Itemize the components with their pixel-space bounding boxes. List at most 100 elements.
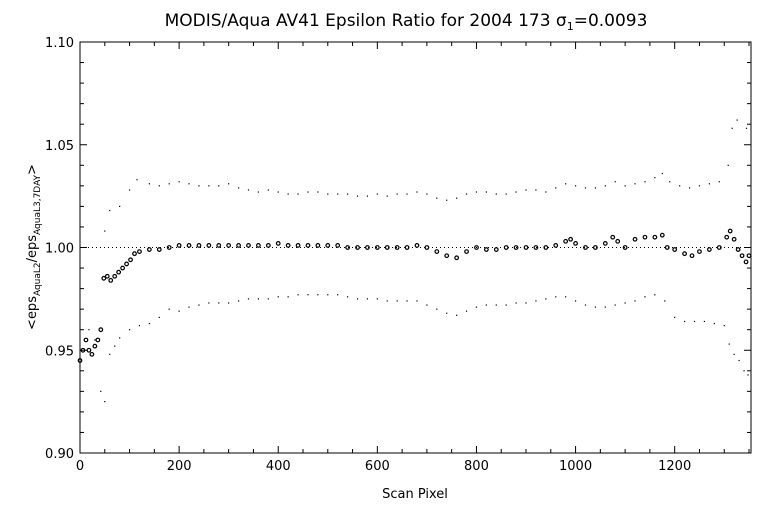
upper-bound-point bbox=[109, 209, 111, 212]
lower-bound-point bbox=[747, 374, 749, 376]
upper-bound-point bbox=[366, 195, 369, 197]
upper-bound-point bbox=[277, 191, 279, 193]
upper-bound-point bbox=[307, 191, 309, 193]
upper-bound-point bbox=[736, 119, 738, 121]
series-lower bbox=[88, 294, 749, 403]
upper-bound-point bbox=[136, 179, 138, 181]
upper-bound-point bbox=[396, 193, 398, 195]
x-tick-label: 1200 bbox=[658, 459, 691, 474]
upper-bound-point bbox=[661, 172, 663, 175]
mean-point bbox=[689, 253, 695, 259]
y-tick-label: 1.10 bbox=[45, 36, 74, 51]
upper-bound-point bbox=[119, 205, 121, 207]
mean-point bbox=[315, 243, 321, 248]
series-mean bbox=[77, 228, 752, 363]
upper-bound-point bbox=[604, 185, 606, 187]
mean-point bbox=[454, 255, 460, 261]
upper-bound-point bbox=[456, 197, 458, 199]
lower-bound-point bbox=[475, 306, 478, 308]
series-upper bbox=[104, 119, 748, 232]
upper-bound-point bbox=[574, 185, 577, 187]
ylabel-close: > bbox=[25, 164, 40, 175]
lower-bound-point bbox=[584, 304, 587, 306]
upper-bound-point bbox=[178, 181, 180, 183]
mean-point bbox=[305, 243, 311, 248]
upper-bound-point bbox=[727, 164, 729, 166]
mean-point bbox=[642, 234, 648, 240]
upper-bound-point bbox=[644, 181, 646, 183]
upper-bound-point bbox=[624, 185, 626, 187]
upper-bound-point bbox=[731, 127, 733, 129]
mean-point bbox=[664, 245, 670, 250]
lower-bound-point bbox=[366, 298, 369, 300]
y-tick-label: 0.95 bbox=[45, 344, 74, 359]
lower-bound-point bbox=[654, 294, 656, 296]
lower-bound-point bbox=[565, 296, 567, 298]
mean-point bbox=[493, 247, 499, 252]
lower-bound-point bbox=[257, 298, 260, 300]
lower-bound-point bbox=[614, 304, 616, 306]
x-tick-label: 1000 bbox=[559, 459, 592, 474]
upper-bound-point bbox=[485, 191, 487, 193]
mean-point bbox=[533, 245, 539, 250]
upper-bound-point bbox=[237, 187, 240, 189]
upper-bound-point bbox=[128, 189, 131, 191]
mean-point bbox=[513, 245, 519, 250]
lower-bound-point bbox=[104, 401, 106, 403]
lower-bound-point bbox=[703, 320, 706, 323]
lower-bound-point bbox=[683, 320, 686, 323]
upper-bound-point bbox=[426, 193, 428, 195]
upper-bound-point bbox=[745, 127, 748, 129]
lower-bound-point bbox=[88, 329, 90, 331]
upper-bound-point bbox=[545, 191, 547, 193]
mean-point bbox=[553, 243, 559, 248]
mean-point bbox=[746, 253, 752, 259]
title-main: MODIS/Aqua AV41 Epsilon Ratio for 2004 1… bbox=[165, 11, 556, 31]
mean-point bbox=[186, 243, 192, 248]
mean-point bbox=[120, 265, 126, 271]
lower-bound-point bbox=[456, 314, 458, 316]
lower-bound-point bbox=[436, 308, 438, 310]
upper-bound-point bbox=[208, 185, 210, 187]
upper-bound-point bbox=[198, 185, 200, 187]
lower-bound-point bbox=[535, 300, 537, 302]
mean-point bbox=[374, 245, 380, 250]
mean-point bbox=[89, 351, 95, 357]
lower-bound-point bbox=[277, 296, 279, 298]
upper-bound-point bbox=[218, 185, 220, 187]
lower-bound-point bbox=[545, 298, 547, 300]
upper-bound-point bbox=[257, 191, 260, 193]
mean-point bbox=[568, 236, 574, 242]
upper-bound-point bbox=[247, 189, 250, 191]
lower-bound-point bbox=[713, 322, 715, 325]
mean-point bbox=[602, 240, 608, 246]
mean-point bbox=[404, 245, 410, 250]
mean-point bbox=[95, 337, 101, 343]
upper-bound-point bbox=[228, 183, 230, 185]
upper-bound-point bbox=[356, 195, 359, 197]
mean-point bbox=[394, 245, 400, 250]
lower-bound-point bbox=[574, 300, 577, 302]
mean-point bbox=[236, 243, 241, 248]
mean-point bbox=[632, 236, 638, 242]
lower-bound-point bbox=[634, 300, 636, 302]
lower-bound-point bbox=[416, 300, 418, 302]
lower-bound-point bbox=[674, 316, 676, 318]
lower-bound-point bbox=[644, 296, 646, 298]
lower-bound-point bbox=[376, 298, 378, 300]
upper-bound-point bbox=[669, 181, 671, 183]
y-tick-label: 1.00 bbox=[45, 242, 74, 257]
chart-title: MODIS/Aqua AV41 Epsilon Ratio for 2004 1… bbox=[165, 11, 648, 33]
upper-bound-point bbox=[446, 199, 448, 201]
mean-point bbox=[275, 240, 281, 246]
lower-bound-point bbox=[158, 316, 160, 318]
lower-bound-point bbox=[109, 353, 111, 355]
lower-bound-point bbox=[317, 294, 319, 296]
upper-bound-point bbox=[515, 191, 517, 193]
lower-bound-point bbox=[465, 310, 468, 312]
lower-bound-point bbox=[188, 306, 190, 308]
lower-bound-point bbox=[728, 343, 730, 345]
upper-bound-point bbox=[148, 183, 150, 185]
y-axis-label: <epsAquaL2/epsAquaL3,7DAY> bbox=[25, 164, 43, 330]
